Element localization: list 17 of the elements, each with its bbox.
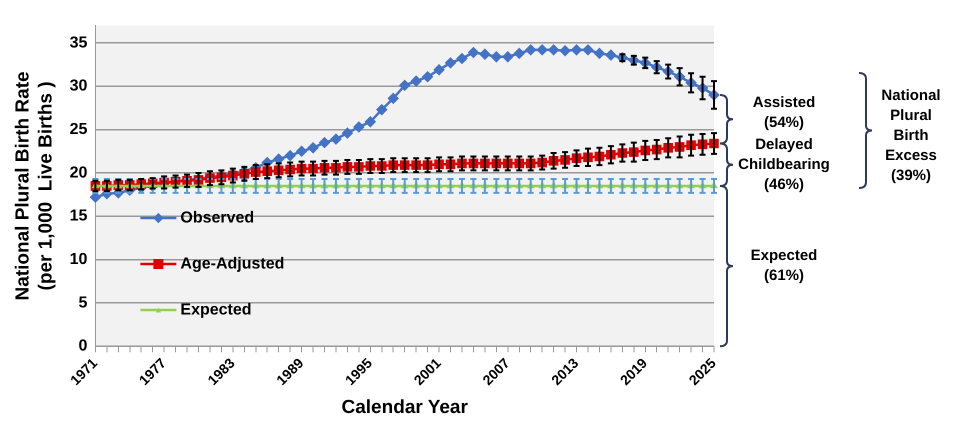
text: National Plural Birth Excess (39%): [880, 86, 942, 186]
legend-label: Observed: [180, 209, 254, 226]
y-tick-label: 25: [70, 121, 88, 138]
text: Delayed Childbearing (46%): [737, 134, 831, 195]
y-axis-title: National Plural Birth Rate (per 1,000 Live Births ): [12, 71, 56, 301]
y-tick-label: 10: [70, 251, 88, 268]
text: Expected (61%): [750, 246, 818, 286]
y-tick-label: 5: [78, 294, 88, 312]
y-tick-label: 20: [70, 164, 88, 182]
x-axis-title: Calendar Year: [341, 396, 468, 418]
text: Assisted (54%): [752, 93, 816, 134]
y-tick-label: 35: [70, 34, 88, 52]
y-tick-label: 15: [70, 208, 88, 225]
y-tick-label: 30: [70, 78, 88, 95]
y-tick-label: 0: [78, 338, 88, 355]
legend-label: Age-Adjusted: [180, 255, 284, 272]
legend-label: Expected: [180, 301, 252, 318]
